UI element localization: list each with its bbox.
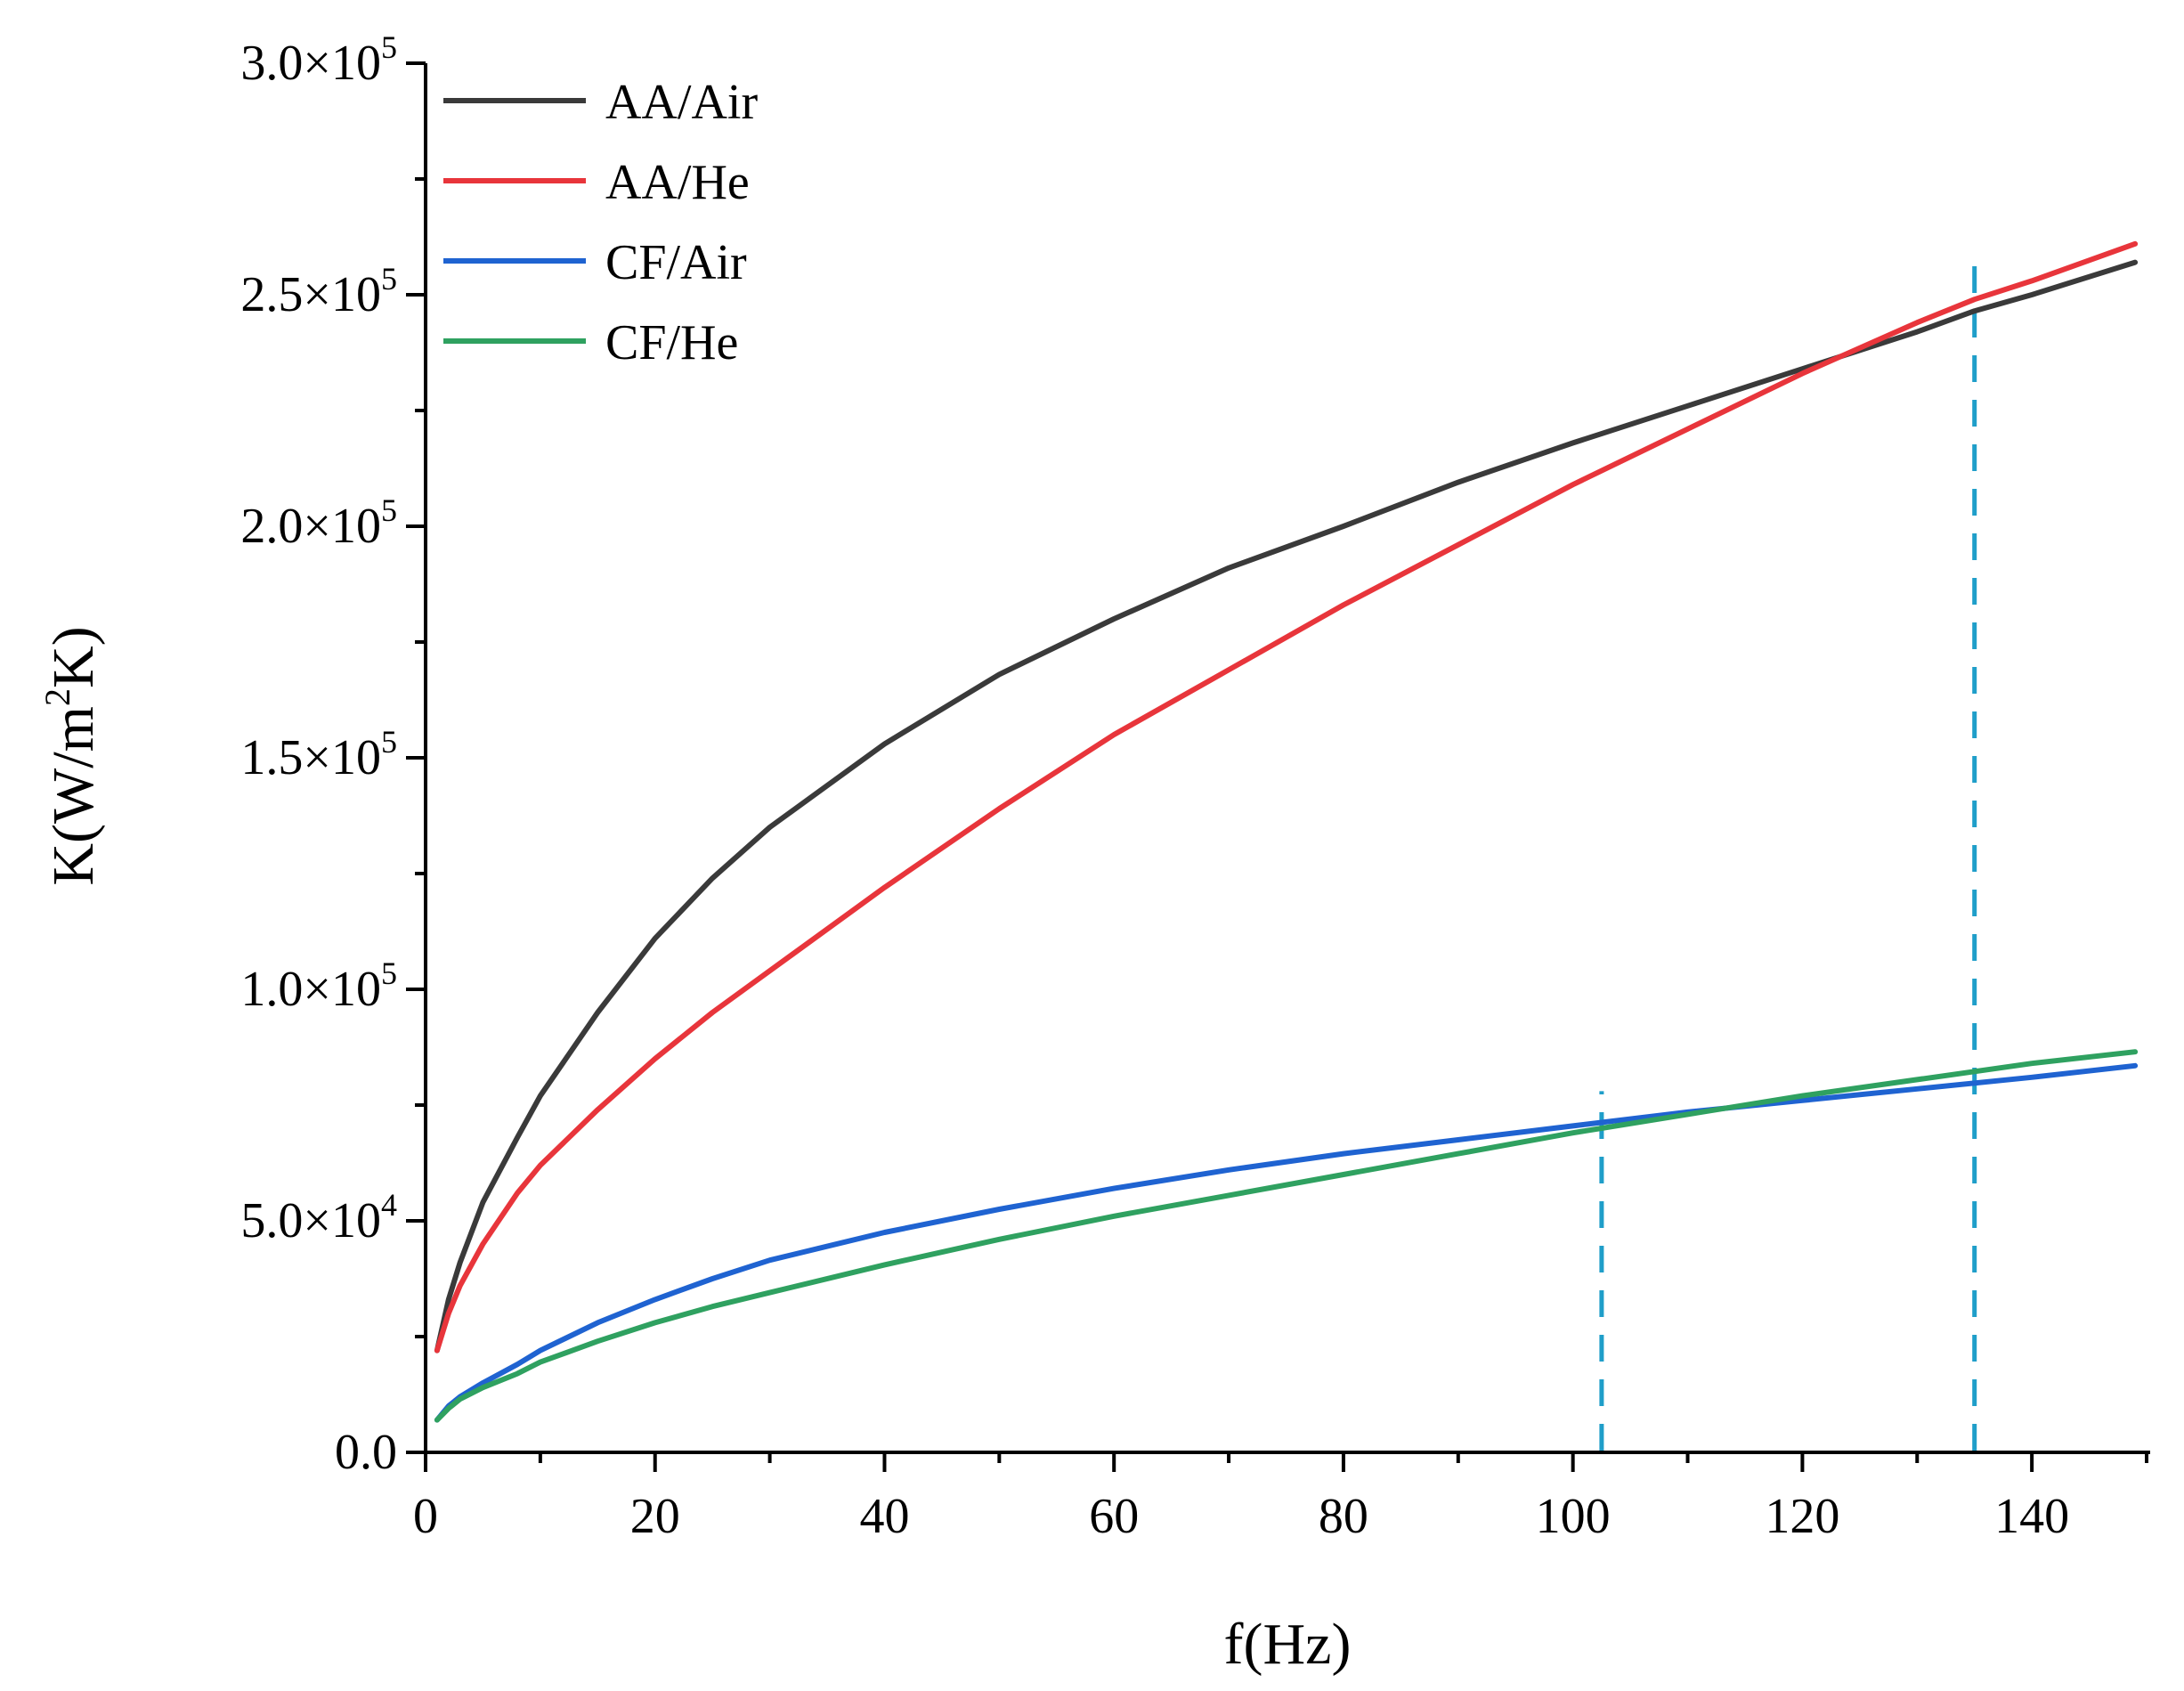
x-tick-label: 20: [630, 1489, 680, 1544]
x-tick-label: 0: [413, 1489, 438, 1544]
y-axis-title-suffix: K): [41, 626, 106, 688]
series-line-aa-he: [434, 240, 2139, 1354]
y-tick-exponent: 5: [381, 29, 397, 65]
y-tick-labels: 0.05.0×1041.0×1051.5×1052.0×1052.5×1053.…: [240, 29, 397, 1480]
y-axis-title-sup: 2: [37, 688, 77, 706]
y-tick-exponent: 5: [381, 261, 397, 297]
y-tick-exponent: 5: [381, 955, 397, 991]
y-tick-label: 0.0: [335, 1425, 397, 1480]
y-tick-mantissa: 2.5×10: [240, 267, 381, 322]
x-tick-labels: 0 20 40 60 80 100 120 140: [413, 1489, 2069, 1544]
y-tick-mantissa: 0.0: [335, 1425, 397, 1480]
y-tick-label: 1.5×105: [240, 724, 397, 785]
legend-label: AA/Air: [605, 75, 758, 130]
series-lines: [434, 240, 2139, 1423]
y-tick-label: 3.0×105: [240, 29, 397, 91]
y-tick-mantissa: 1.5×10: [240, 730, 381, 785]
x-axis-title: f(Hz): [1224, 1612, 1352, 1677]
x-tick-label: 100: [1536, 1489, 1611, 1544]
series-line-cf-he: [434, 1049, 2139, 1423]
y-tick-label: 1.0×105: [240, 955, 397, 1017]
legend-label: CF/Air: [605, 235, 747, 290]
y-tick-mantissa: 3.0×10: [240, 36, 381, 91]
y-tick-mantissa: 5.0×10: [240, 1193, 381, 1248]
y-tick-mantissa: 1.0×10: [240, 962, 381, 1017]
x-tick-label: 120: [1765, 1489, 1839, 1544]
y-axis-title: K(W/m2K): [37, 626, 106, 885]
reference-lines: [1599, 248, 1977, 1451]
y-tick-exponent: 5: [381, 492, 397, 528]
legend-label: AA/He: [605, 155, 750, 210]
y-tick-label: 5.0×104: [240, 1187, 397, 1248]
x-tick-label: 60: [1089, 1489, 1139, 1544]
legend: AA/Air AA/He CF/Air CF/He: [443, 75, 758, 370]
y-tick-label: 2.0×105: [240, 492, 397, 554]
y-tick-exponent: 5: [381, 724, 397, 760]
y-axis-title-prefix: K(W/m: [41, 706, 106, 886]
x-tick-label: 80: [1319, 1489, 1368, 1544]
y-tick-label: 2.5×105: [240, 261, 397, 322]
x-tick-label: 40: [859, 1489, 909, 1544]
y-tick-mantissa: 2.0×10: [240, 499, 381, 554]
x-tick-label: 140: [1994, 1489, 2069, 1544]
series-line-cf-air: [434, 1062, 2139, 1423]
legend-label: CF/He: [605, 315, 738, 370]
y-tick-exponent: 4: [381, 1187, 397, 1223]
